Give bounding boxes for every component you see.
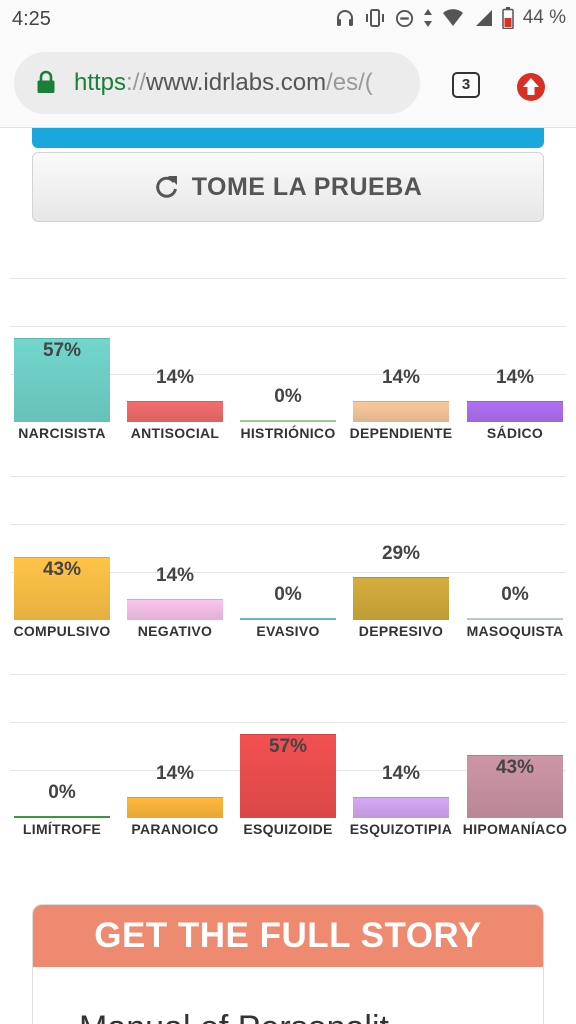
chart-bar — [14, 557, 110, 620]
chart-value-label: 0% — [48, 782, 76, 803]
dnd-icon — [395, 9, 413, 27]
battery-icon — [501, 7, 514, 29]
chart-category-label: SÁDICO — [486, 425, 544, 441]
chart-bar — [127, 401, 223, 422]
chart-bar — [127, 599, 223, 620]
chart-bar — [353, 401, 449, 422]
headphones-icon — [336, 10, 353, 26]
vibrate-icon — [365, 9, 384, 27]
chart-category-label: ESQUIZOIDE — [243, 821, 333, 837]
chart-bar — [14, 338, 110, 422]
url-scheme: https — [74, 69, 127, 96]
chart-category-label: HISTRIÓNICO — [240, 425, 336, 441]
chart-value-label: 14% — [381, 763, 421, 784]
chart-category-label: NEGATIVO — [137, 623, 213, 639]
chart-category-label: PARANOICO — [131, 821, 219, 837]
battery-percent: 44 % — [522, 7, 566, 28]
chart-category-label: DEPRESIVO — [358, 623, 444, 639]
address-bar[interactable]: https://www.idrlabs.com/es/( — [14, 52, 420, 114]
chart-gridline — [10, 326, 566, 327]
chart-value-label: 0% — [501, 584, 529, 605]
take-test-label: TOME LA PRUEBA — [191, 172, 423, 201]
chart-category-label: EVASIVO — [256, 623, 320, 639]
chart-category-label: HIPOMANÍACO — [462, 821, 568, 837]
chart-value-label: 14% — [495, 367, 535, 388]
url-path: /es/( — [326, 69, 373, 96]
chart-gridline — [10, 722, 566, 723]
chart-value-label: 0% — [274, 584, 302, 605]
status-bar: 4:25 44 % — [0, 0, 576, 40]
chart-gridline — [10, 674, 566, 675]
chart-bar — [353, 577, 449, 620]
data-arrows-icon — [423, 9, 432, 27]
status-time: 4:25 — [12, 8, 51, 30]
chart-value-label: 43% — [42, 559, 82, 580]
chart-value-label: 14% — [155, 565, 195, 586]
wifi-icon — [442, 9, 463, 26]
chart-category-label: COMPULSIVO — [13, 623, 111, 639]
update-icon[interactable] — [516, 72, 546, 102]
url-host: www.idrlabs.com — [146, 69, 327, 96]
chart-category-label: ESQUIZOTIPIA — [349, 821, 453, 837]
chart-bar — [240, 420, 336, 422]
chart-bar — [467, 618, 563, 620]
signal-icon — [475, 10, 492, 26]
chart-category-label: DEPENDIENTE — [349, 425, 453, 441]
blue-button-strip — [32, 128, 544, 148]
chart-category-label: LIMÍTROFE — [22, 821, 102, 837]
lock-icon — [37, 70, 55, 93]
chart-category-label: MASOQUISTA — [466, 623, 564, 639]
chart-category-label: ANTISOCIAL — [130, 425, 220, 441]
tab-switcher-button[interactable]: 3 — [452, 72, 480, 98]
chart-gridline — [10, 374, 566, 375]
chart-bar — [467, 755, 563, 818]
url-separator: :// — [126, 69, 147, 96]
chart-bar — [240, 734, 336, 818]
full-story-card: GET THE FULL STORY Manual of Personalit — [32, 904, 544, 1024]
chart-value-label: 14% — [155, 367, 195, 388]
chart-gridline — [10, 524, 566, 525]
chart-value-label: 0% — [274, 386, 302, 407]
chart-gridline — [10, 476, 566, 477]
chart-value-label: 43% — [495, 757, 535, 778]
chart-bar — [127, 797, 223, 818]
chart-gridline — [10, 572, 566, 573]
chart-value-label: 29% — [381, 543, 421, 564]
full-story-heading: GET THE FULL STORY — [33, 905, 543, 967]
chart-value-label: 14% — [381, 367, 421, 388]
chart-bar — [467, 401, 563, 422]
chart-value-label: 57% — [42, 340, 82, 361]
chart-gridline — [10, 278, 566, 279]
refresh-icon — [155, 176, 177, 198]
status-icons: 44 % — [335, 7, 566, 29]
full-story-text: Manual of Personalit — [79, 1009, 389, 1024]
chart-bar — [14, 816, 110, 818]
chart-value-label: 14% — [155, 763, 195, 784]
chart-bar — [240, 618, 336, 620]
chart-bar — [353, 797, 449, 818]
chart-value-label: 57% — [268, 736, 308, 757]
browser-toolbar: https://www.idrlabs.com/es/( 3 — [0, 40, 576, 128]
chart-category-label: NARCISISTA — [18, 425, 106, 441]
url-text: https://www.idrlabs.com/es/( — [74, 69, 373, 97]
take-test-button[interactable]: TOME LA PRUEBA — [32, 152, 544, 222]
